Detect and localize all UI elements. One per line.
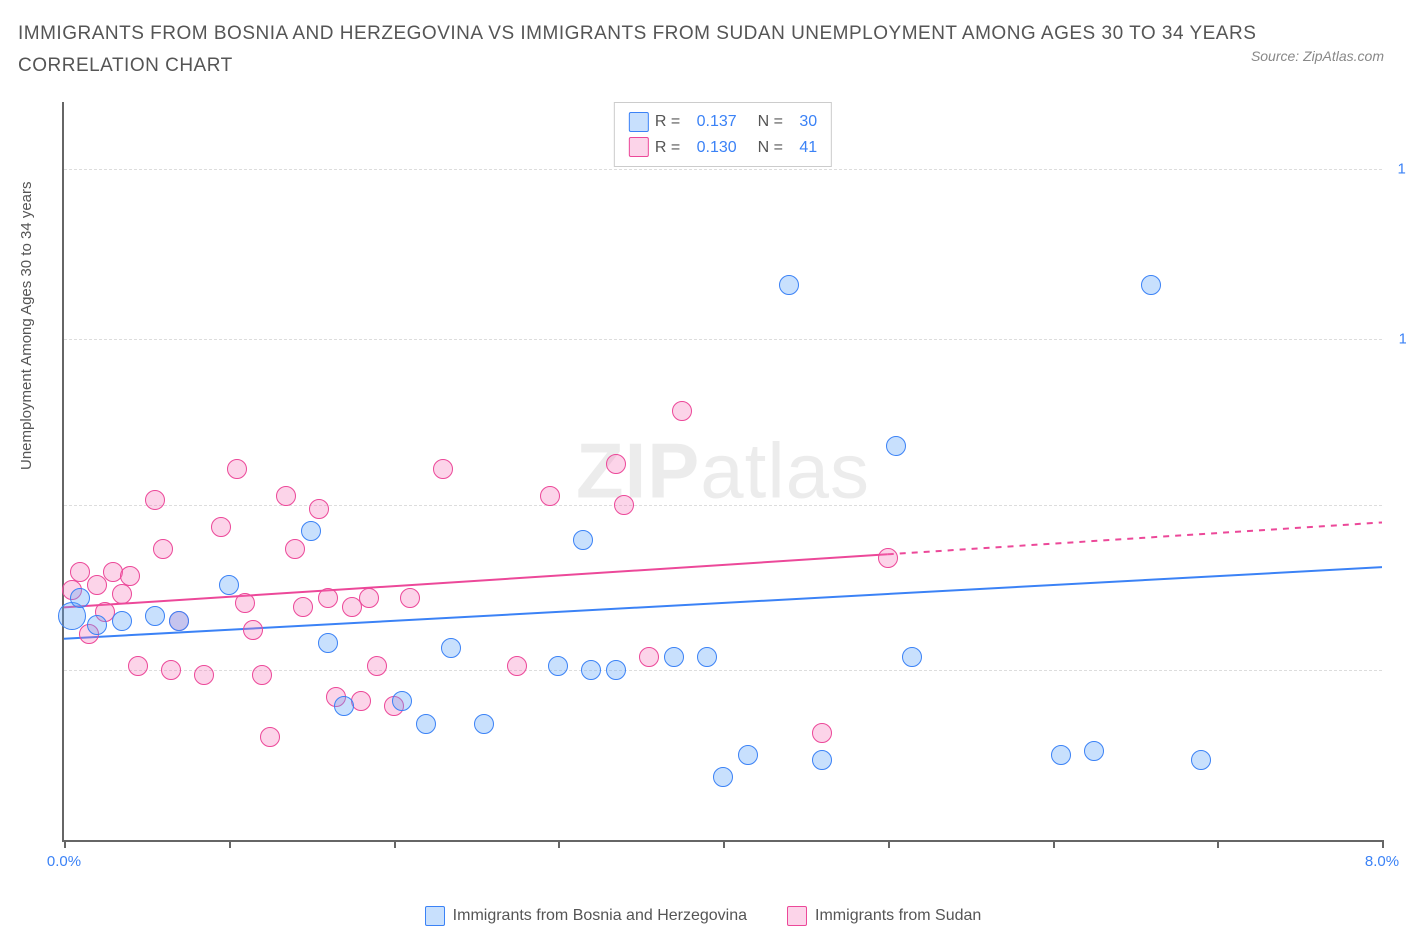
data-point (70, 562, 90, 582)
data-point (540, 486, 560, 506)
y-tick-label: 11.2% (1390, 331, 1406, 348)
data-point (367, 656, 387, 676)
correlation-legend: R = 0.137 N = 30 R = 0.130 N = 41 (614, 102, 832, 167)
source-attribution: Source: ZipAtlas.com (1251, 48, 1384, 64)
swatch-blue-icon (629, 112, 649, 132)
data-point (301, 521, 321, 541)
swatch-pink-icon (787, 906, 807, 926)
data-point (664, 647, 684, 667)
data-point (120, 566, 140, 586)
x-tick-label: 8.0% (1365, 853, 1399, 870)
data-point (276, 486, 296, 506)
data-point (581, 660, 601, 680)
data-point (260, 727, 280, 747)
data-point (573, 530, 593, 550)
x-tick (1053, 840, 1055, 848)
data-point (1084, 741, 1104, 761)
data-point (128, 656, 148, 676)
legend-label-pink: Immigrants from Sudan (815, 907, 981, 925)
grid-line (64, 169, 1382, 170)
data-point (309, 499, 329, 519)
data-point (1191, 750, 1211, 770)
grid-line (64, 339, 1382, 340)
data-point (400, 588, 420, 608)
data-point (334, 696, 354, 716)
data-point (318, 633, 338, 653)
data-point (211, 517, 231, 537)
y-axis-label: Unemployment Among Ages 30 to 34 years (18, 181, 35, 470)
data-point (318, 588, 338, 608)
data-point (416, 714, 436, 734)
data-point (886, 436, 906, 456)
x-tick (888, 840, 890, 848)
data-point (902, 647, 922, 667)
data-point (1051, 745, 1071, 765)
data-point (87, 615, 107, 635)
x-tick (1382, 840, 1384, 848)
data-point (606, 660, 626, 680)
data-point (194, 665, 214, 685)
data-point (713, 767, 733, 787)
chart-title-line2: CORRELATION CHART (18, 50, 1356, 82)
data-point (112, 584, 132, 604)
legend-item-pink: Immigrants from Sudan (787, 906, 981, 926)
data-point (293, 597, 313, 617)
x-tick (723, 840, 725, 848)
data-point (153, 539, 173, 559)
legend-row-blue: R = 0.137 N = 30 (629, 109, 817, 135)
grid-line (64, 505, 1382, 506)
legend-item-blue: Immigrants from Bosnia and Herzegovina (425, 906, 747, 926)
data-point (285, 539, 305, 559)
legend-label-blue: Immigrants from Bosnia and Herzegovina (453, 907, 747, 925)
legend-row-pink: R = 0.130 N = 41 (629, 135, 817, 161)
data-point (614, 495, 634, 515)
data-point (441, 638, 461, 658)
y-tick-label: 15.0% (1390, 161, 1406, 178)
data-point (697, 647, 717, 667)
data-point (252, 665, 272, 685)
series-legend: Immigrants from Bosnia and Herzegovina I… (0, 906, 1406, 926)
data-point (243, 620, 263, 640)
x-tick (229, 840, 231, 848)
x-tick (1217, 840, 1219, 848)
data-point (507, 656, 527, 676)
x-tick-label: 0.0% (47, 853, 81, 870)
data-point (672, 401, 692, 421)
data-point (1141, 275, 1161, 295)
data-point (87, 575, 107, 595)
data-point (145, 606, 165, 626)
data-point (433, 459, 453, 479)
data-point (639, 647, 659, 667)
data-point (112, 611, 132, 631)
chart-title-line1: IMMIGRANTS FROM BOSNIA AND HERZEGOVINA V… (18, 18, 1356, 50)
data-point (169, 611, 189, 631)
data-point (359, 588, 379, 608)
x-tick (394, 840, 396, 848)
x-tick (64, 840, 66, 848)
y-tick-label: 7.5% (1390, 496, 1406, 513)
x-tick (558, 840, 560, 848)
data-point (779, 275, 799, 295)
swatch-blue-icon (425, 906, 445, 926)
data-point (606, 454, 626, 474)
data-point (738, 745, 758, 765)
data-point (474, 714, 494, 734)
data-point (219, 575, 239, 595)
data-point (812, 723, 832, 743)
data-point (235, 593, 255, 613)
data-point (878, 548, 898, 568)
data-point (812, 750, 832, 770)
scatter-chart: ZIPatlas R = 0.137 N = 30 R = 0.130 N = … (62, 102, 1382, 842)
data-point (70, 588, 90, 608)
data-point (392, 691, 412, 711)
data-point (548, 656, 568, 676)
data-point (145, 490, 165, 510)
data-point (161, 660, 181, 680)
swatch-pink-icon (629, 137, 649, 157)
data-point (227, 459, 247, 479)
y-tick-label: 3.8% (1390, 662, 1406, 679)
